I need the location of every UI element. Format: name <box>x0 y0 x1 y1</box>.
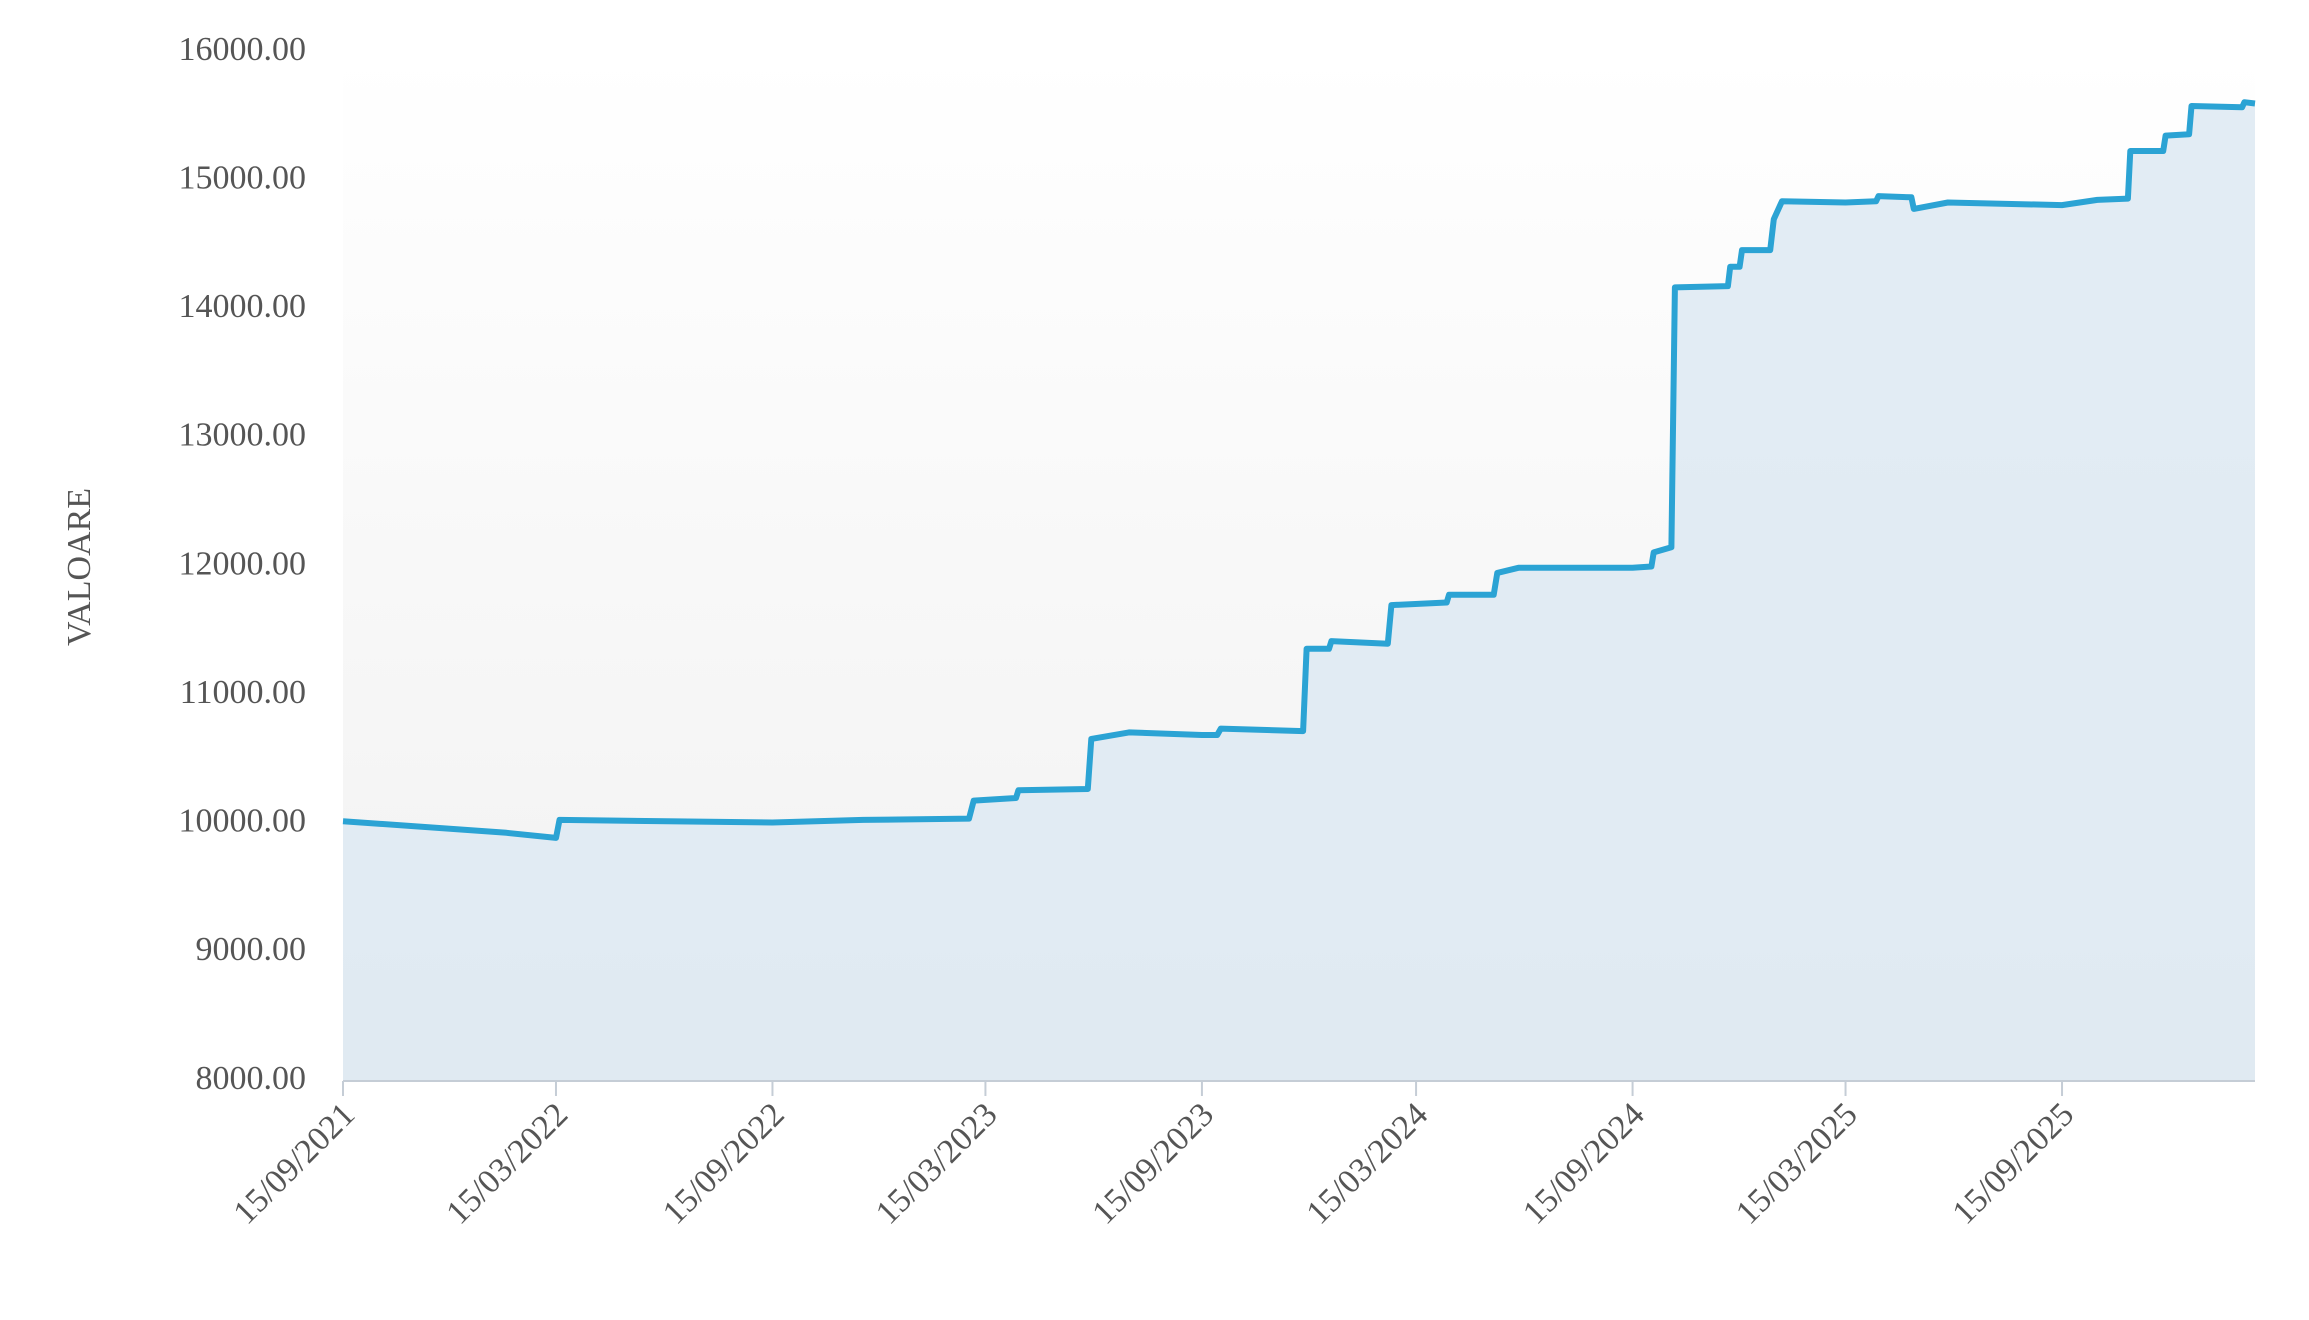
x-tick-label: 15/03/2022 <box>439 1096 575 1232</box>
y-tick-label: 12000.00 <box>179 545 307 582</box>
y-tick-label: 14000.00 <box>179 288 307 325</box>
y-tick-label: 16000.00 <box>179 31 307 68</box>
x-tick-label: 15/09/2024 <box>1516 1096 1652 1232</box>
y-tick-label: 8000.00 <box>196 1060 307 1097</box>
y-tick-label: 13000.00 <box>179 417 307 454</box>
x-tick-label: 15/03/2025 <box>1729 1096 1865 1232</box>
y-tick-label: 11000.00 <box>180 674 306 711</box>
x-tick-label: 15/09/2022 <box>656 1096 792 1232</box>
y-axis-title: VALOARE <box>61 488 98 646</box>
x-tick-label: 15/09/2023 <box>1085 1096 1221 1232</box>
x-tick-label: 15/09/2025 <box>1946 1096 2082 1232</box>
y-tick-label: 9000.00 <box>196 931 307 968</box>
x-tick-label: 15/03/2024 <box>1300 1096 1436 1232</box>
x-tick-label: 15/03/2023 <box>869 1096 1005 1232</box>
y-tick-label: 10000.00 <box>179 803 307 840</box>
area <box>343 102 2255 1081</box>
y-tick-label: 15000.00 <box>179 159 307 196</box>
x-tick-label: 15/09/2021 <box>226 1096 362 1232</box>
line <box>342 99 2256 841</box>
